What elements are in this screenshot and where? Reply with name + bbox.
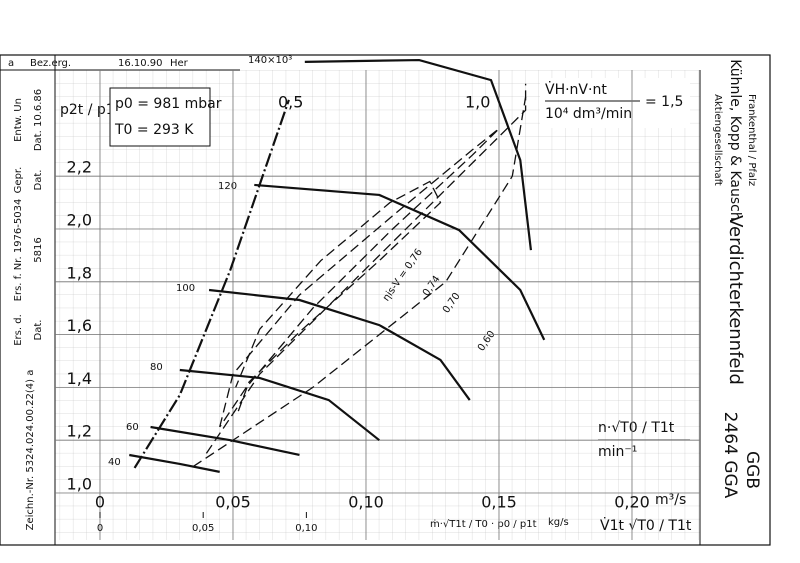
ratio-label: 1,0 bbox=[465, 93, 490, 112]
box bbox=[540, 78, 690, 128]
x2-tick-label: 0,10 bbox=[295, 523, 317, 534]
x2-tick-label: 0,05 bbox=[192, 523, 214, 534]
rev: Bez.erg. bbox=[30, 58, 71, 69]
model: GGB bbox=[742, 451, 762, 489]
frame bbox=[0, 54, 771, 546]
left-text: Ers. f. Nr. 1976-5034 bbox=[13, 199, 24, 302]
x-tick-label: 0 bbox=[95, 493, 105, 512]
y-tick-label: 1,4 bbox=[67, 369, 92, 388]
left-text: Gepr. bbox=[13, 167, 24, 194]
surge-line bbox=[133, 99, 290, 469]
x2-unit: kg/s bbox=[548, 517, 569, 528]
condition: p0 = 981 mbar bbox=[115, 96, 222, 112]
company: Aktiengesellschaft bbox=[712, 94, 723, 186]
y-label: p2t / p1t bbox=[60, 102, 121, 118]
flow-box: V̇H·nV·nt bbox=[545, 81, 607, 98]
y-tick-label: 2,2 bbox=[67, 158, 92, 177]
left-text: Dat. bbox=[33, 170, 44, 191]
speed-line bbox=[179, 368, 380, 442]
speed-label: min⁻¹ bbox=[598, 444, 637, 460]
box bbox=[109, 87, 211, 147]
sheet-title: Verdichterkennfeld bbox=[725, 215, 746, 385]
rev: 16.10.90 bbox=[118, 58, 163, 69]
left-text: Dat. 10.6.86 bbox=[33, 89, 44, 151]
left-text: Zeichn.-Nr. 5324.024.00.22(4) a bbox=[25, 370, 36, 531]
efficiency-contour bbox=[192, 96, 527, 468]
left-text: Ers. d. bbox=[13, 314, 24, 346]
flow-box: = 1,5 bbox=[645, 94, 683, 110]
x-tick-label: 0,15 bbox=[481, 493, 517, 512]
speed-line bbox=[254, 183, 546, 341]
rev: a bbox=[8, 58, 14, 69]
y-tick-label: 1,2 bbox=[67, 422, 92, 441]
x-unit: m³/s bbox=[655, 492, 686, 508]
left-text: Entw. Un bbox=[13, 98, 24, 142]
company: Kühnle, Kopp & Kausch bbox=[727, 59, 743, 220]
y-tick-label: 1,6 bbox=[67, 316, 92, 335]
rev: Her bbox=[170, 58, 189, 69]
efficiency-contour bbox=[235, 180, 442, 412]
speed-line bbox=[129, 453, 220, 473]
left-text: Dat. bbox=[33, 320, 44, 341]
y-tick-label: 2,0 bbox=[67, 211, 92, 230]
y-tick-label: 1,8 bbox=[67, 263, 92, 282]
company: Frankenthal / Pfalz bbox=[746, 94, 757, 186]
x-tick-label: 0,05 bbox=[215, 493, 251, 512]
series-label: 100 bbox=[176, 283, 195, 294]
speed-line bbox=[208, 288, 471, 401]
x-label: V̇1t √T0 / T1t bbox=[600, 517, 692, 534]
x-tick-label: 0,10 bbox=[348, 493, 384, 512]
y-tick-label: 1,0 bbox=[67, 475, 92, 494]
x2-label: ṁ·√T1t / T0 · p0 / p1t bbox=[430, 519, 537, 530]
ratio-label: 0,5 bbox=[278, 93, 303, 112]
x-tick-label: 0,20 bbox=[614, 493, 650, 512]
series-label: 40 bbox=[108, 457, 121, 468]
series-label: 140×10³ bbox=[248, 55, 292, 66]
series-label: 80 bbox=[150, 362, 163, 373]
condition: T0 = 293 K bbox=[114, 122, 194, 138]
series-label: 60 bbox=[126, 422, 139, 433]
speed-label: n·√T0 / T1t bbox=[598, 420, 675, 436]
efficiency-contour bbox=[205, 83, 527, 454]
series-label: 120 bbox=[218, 181, 237, 192]
x2-tick-label: 0 bbox=[97, 523, 103, 534]
speed-line bbox=[150, 425, 300, 457]
model: 2464 GGA bbox=[720, 412, 740, 499]
efficiency-contour bbox=[219, 128, 500, 428]
left-text: 5816 bbox=[33, 237, 44, 262]
flow-box: 10⁴ dm³/min bbox=[545, 106, 632, 122]
left-block: Entw. Un Dat. 10.6.86 Gepr. Dat. Ers. f.… bbox=[13, 89, 44, 531]
speed-line bbox=[304, 58, 533, 251]
